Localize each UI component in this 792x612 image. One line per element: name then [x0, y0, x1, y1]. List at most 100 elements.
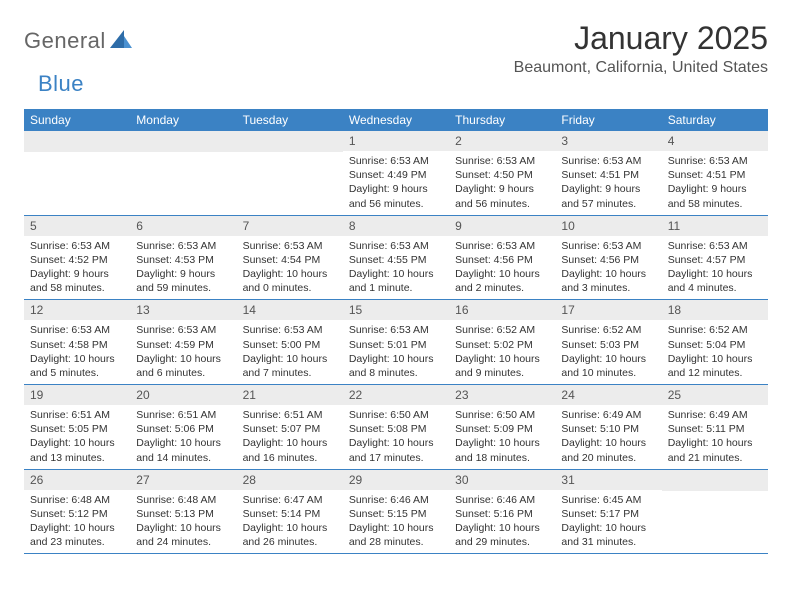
- day-detail-line: Sunrise: 6:53 AM: [136, 323, 230, 337]
- day-detail-line: Daylight: 10 hours: [455, 352, 549, 366]
- day-detail-line: Daylight: 9 hours: [30, 267, 124, 281]
- weekday-cell: Tuesday: [237, 109, 343, 131]
- day-detail-line: Sunset: 5:11 PM: [668, 422, 762, 436]
- day-detail-line: Sunset: 5:01 PM: [349, 338, 443, 352]
- day-cell: [130, 131, 236, 215]
- day-cell: 2Sunrise: 6:53 AMSunset: 4:50 PMDaylight…: [449, 131, 555, 215]
- empty-day-number: [662, 470, 768, 491]
- day-detail-line: Sunset: 5:07 PM: [243, 422, 337, 436]
- day-detail-line: and 13 minutes.: [30, 451, 124, 465]
- day-detail-line: Sunrise: 6:53 AM: [243, 323, 337, 337]
- day-detail-line: Sunset: 4:56 PM: [561, 253, 655, 267]
- logo-text-blue: Blue: [38, 71, 84, 97]
- day-detail-line: Daylight: 9 hours: [668, 182, 762, 196]
- day-detail-line: Sunset: 4:54 PM: [243, 253, 337, 267]
- week-row: 5Sunrise: 6:53 AMSunset: 4:52 PMDaylight…: [24, 216, 768, 301]
- day-number: 29: [343, 470, 449, 490]
- day-detail-line: and 59 minutes.: [136, 281, 230, 295]
- weeks-container: 1Sunrise: 6:53 AMSunset: 4:49 PMDaylight…: [24, 131, 768, 554]
- day-detail-line: Sunset: 4:52 PM: [30, 253, 124, 267]
- day-details: Sunrise: 6:53 AMSunset: 4:49 PMDaylight:…: [343, 151, 449, 215]
- day-detail-line: Sunset: 5:03 PM: [561, 338, 655, 352]
- day-detail-line: Daylight: 9 hours: [561, 182, 655, 196]
- day-detail-line: Daylight: 10 hours: [455, 521, 549, 535]
- day-detail-line: and 0 minutes.: [243, 281, 337, 295]
- day-detail-line: Sunrise: 6:49 AM: [668, 408, 762, 422]
- day-detail-line: and 58 minutes.: [30, 281, 124, 295]
- day-cell: 7Sunrise: 6:53 AMSunset: 4:54 PMDaylight…: [237, 216, 343, 300]
- day-detail-line: Daylight: 10 hours: [668, 267, 762, 281]
- day-cell: 14Sunrise: 6:53 AMSunset: 5:00 PMDayligh…: [237, 300, 343, 384]
- day-details: Sunrise: 6:49 AMSunset: 5:10 PMDaylight:…: [555, 405, 661, 469]
- day-details: Sunrise: 6:51 AMSunset: 5:05 PMDaylight:…: [24, 405, 130, 469]
- day-detail-line: Sunset: 4:55 PM: [349, 253, 443, 267]
- day-detail-line: Sunrise: 6:53 AM: [349, 154, 443, 168]
- day-detail-line: Daylight: 10 hours: [349, 352, 443, 366]
- day-detail-line: and 6 minutes.: [136, 366, 230, 380]
- day-number: 3: [555, 131, 661, 151]
- day-cell: 16Sunrise: 6:52 AMSunset: 5:02 PMDayligh…: [449, 300, 555, 384]
- day-details: Sunrise: 6:47 AMSunset: 5:14 PMDaylight:…: [237, 490, 343, 554]
- day-number: 2: [449, 131, 555, 151]
- day-number: 20: [130, 385, 236, 405]
- day-detail-line: Sunrise: 6:53 AM: [30, 323, 124, 337]
- day-detail-line: and 24 minutes.: [136, 535, 230, 549]
- weekday-cell: Thursday: [449, 109, 555, 131]
- day-number: 4: [662, 131, 768, 151]
- day-detail-line: Sunset: 4:51 PM: [561, 168, 655, 182]
- day-detail-line: Sunrise: 6:53 AM: [349, 239, 443, 253]
- day-details: Sunrise: 6:53 AMSunset: 5:01 PMDaylight:…: [343, 320, 449, 384]
- empty-day-number: [130, 131, 236, 152]
- day-details: Sunrise: 6:53 AMSunset: 4:50 PMDaylight:…: [449, 151, 555, 215]
- day-detail-line: Sunset: 5:05 PM: [30, 422, 124, 436]
- weekday-cell: Monday: [130, 109, 236, 131]
- day-detail-line: Sunset: 5:16 PM: [455, 507, 549, 521]
- day-details: Sunrise: 6:48 AMSunset: 5:12 PMDaylight:…: [24, 490, 130, 554]
- day-detail-line: Sunset: 4:58 PM: [30, 338, 124, 352]
- day-cell: 31Sunrise: 6:45 AMSunset: 5:17 PMDayligh…: [555, 470, 661, 554]
- day-detail-line: Sunrise: 6:51 AM: [30, 408, 124, 422]
- day-detail-line: and 5 minutes.: [30, 366, 124, 380]
- day-details: Sunrise: 6:53 AMSunset: 4:54 PMDaylight:…: [237, 236, 343, 300]
- day-number: 24: [555, 385, 661, 405]
- day-details: Sunrise: 6:51 AMSunset: 5:07 PMDaylight:…: [237, 405, 343, 469]
- day-detail-line: Sunset: 5:17 PM: [561, 507, 655, 521]
- day-details: Sunrise: 6:52 AMSunset: 5:02 PMDaylight:…: [449, 320, 555, 384]
- day-cell: 5Sunrise: 6:53 AMSunset: 4:52 PMDaylight…: [24, 216, 130, 300]
- day-number: 10: [555, 216, 661, 236]
- day-detail-line: Sunset: 5:14 PM: [243, 507, 337, 521]
- day-number: 17: [555, 300, 661, 320]
- day-detail-line: and 7 minutes.: [243, 366, 337, 380]
- day-detail-line: Daylight: 10 hours: [668, 436, 762, 450]
- day-details: Sunrise: 6:49 AMSunset: 5:11 PMDaylight:…: [662, 405, 768, 469]
- day-detail-line: Sunset: 4:59 PM: [136, 338, 230, 352]
- day-cell: 22Sunrise: 6:50 AMSunset: 5:08 PMDayligh…: [343, 385, 449, 469]
- day-details: Sunrise: 6:52 AMSunset: 5:04 PMDaylight:…: [662, 320, 768, 384]
- day-details: Sunrise: 6:53 AMSunset: 4:58 PMDaylight:…: [24, 320, 130, 384]
- day-detail-line: and 29 minutes.: [455, 535, 549, 549]
- day-detail-line: Daylight: 10 hours: [136, 521, 230, 535]
- day-detail-line: Sunset: 5:08 PM: [349, 422, 443, 436]
- day-detail-line: and 31 minutes.: [561, 535, 655, 549]
- day-details: Sunrise: 6:53 AMSunset: 4:51 PMDaylight:…: [662, 151, 768, 215]
- day-detail-line: Sunrise: 6:53 AM: [455, 239, 549, 253]
- day-detail-line: and 17 minutes.: [349, 451, 443, 465]
- day-detail-line: Daylight: 10 hours: [668, 352, 762, 366]
- day-detail-line: Daylight: 9 hours: [455, 182, 549, 196]
- empty-day-number: [24, 131, 130, 152]
- day-detail-line: Daylight: 10 hours: [243, 267, 337, 281]
- day-detail-line: and 12 minutes.: [668, 366, 762, 380]
- day-number: 22: [343, 385, 449, 405]
- day-detail-line: Sunset: 4:50 PM: [455, 168, 549, 182]
- day-number: 7: [237, 216, 343, 236]
- day-detail-line: and 1 minute.: [349, 281, 443, 295]
- day-detail-line: and 3 minutes.: [561, 281, 655, 295]
- day-detail-line: Sunrise: 6:53 AM: [668, 154, 762, 168]
- day-detail-line: Daylight: 10 hours: [136, 436, 230, 450]
- day-detail-line: Daylight: 10 hours: [455, 436, 549, 450]
- day-detail-line: Daylight: 10 hours: [243, 436, 337, 450]
- day-detail-line: Sunset: 4:53 PM: [136, 253, 230, 267]
- day-details: Sunrise: 6:53 AMSunset: 4:52 PMDaylight:…: [24, 236, 130, 300]
- day-number: 1: [343, 131, 449, 151]
- day-detail-line: Daylight: 10 hours: [243, 521, 337, 535]
